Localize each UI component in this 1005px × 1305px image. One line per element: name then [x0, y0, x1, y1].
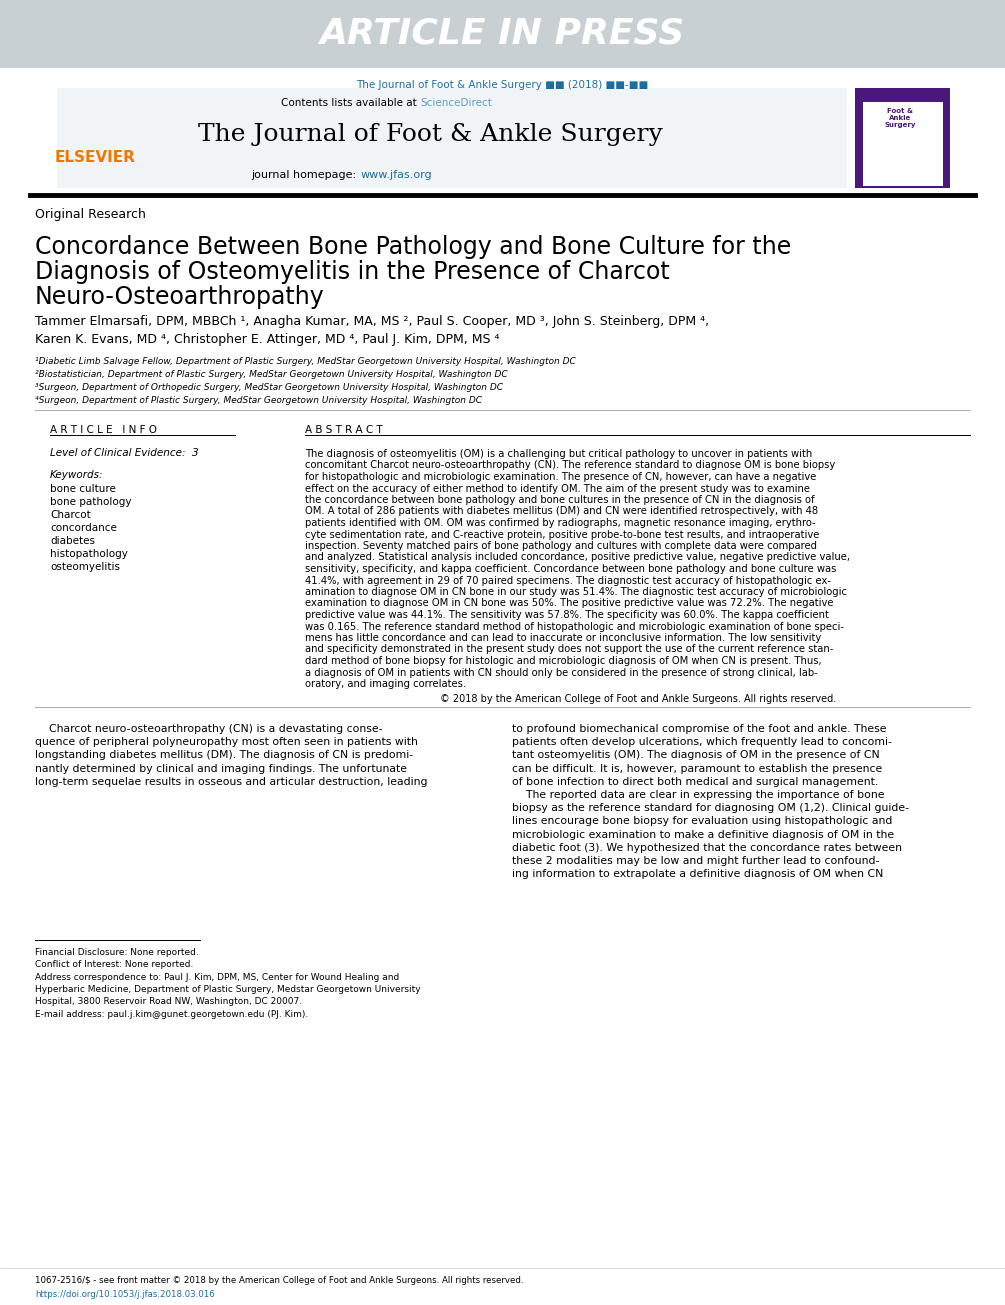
Text: was 0.165. The reference standard method of histopathologic and microbiologic ex: was 0.165. The reference standard method… — [305, 621, 844, 632]
Text: ¹Diabetic Limb Salvage Fellow, Department of Plastic Surgery, MedStar Georgetown: ¹Diabetic Limb Salvage Fellow, Departmen… — [35, 358, 576, 365]
Text: concomitant Charcot neuro-osteoarthropathy (CN). The reference standard to diagn: concomitant Charcot neuro-osteoarthropat… — [305, 461, 835, 471]
Text: biopsy as the reference standard for diagnosing OM (1,2). Clinical guide-: biopsy as the reference standard for dia… — [512, 803, 909, 813]
Text: microbiologic examination to make a definitive diagnosis of OM in the: microbiologic examination to make a defi… — [512, 830, 894, 839]
Text: Level of Clinical Evidence:  3: Level of Clinical Evidence: 3 — [50, 448, 199, 458]
Text: the concordance between bone pathology and bone cultures in the presence of CN i: the concordance between bone pathology a… — [305, 495, 815, 505]
Text: © 2018 by the American College of Foot and Ankle Surgeons. All rights reserved.: © 2018 by the American College of Foot a… — [440, 694, 836, 703]
Text: Conflict of Interest: None reported.: Conflict of Interest: None reported. — [35, 960, 193, 970]
FancyBboxPatch shape — [863, 102, 943, 187]
Text: ²Biostatistician, Department of Plastic Surgery, MedStar Georgetown University H: ²Biostatistician, Department of Plastic … — [35, 371, 508, 378]
Text: patients identified with OM. OM was confirmed by radiographs, magnetic resonance: patients identified with OM. OM was conf… — [305, 518, 816, 529]
Text: ARTICLE IN PRESS: ARTICLE IN PRESS — [320, 17, 684, 51]
Text: effect on the accuracy of either method to identify OM. The aim of the present s: effect on the accuracy of either method … — [305, 483, 810, 493]
Text: and specificity demonstrated in the present study does not support the use of th: and specificity demonstrated in the pres… — [305, 645, 833, 655]
Text: for histopathologic and microbiologic examination. The presence of CN, however, : for histopathologic and microbiologic ex… — [305, 472, 816, 482]
Text: bone pathology: bone pathology — [50, 497, 132, 508]
Text: 41.4%, with agreement in 29 of 70 paired specimens. The diagnostic test accuracy: 41.4%, with agreement in 29 of 70 paired… — [305, 576, 831, 586]
Text: and analyzed. Statistical analysis included concordance, positive predictive val: and analyzed. Statistical analysis inclu… — [305, 552, 850, 562]
Text: cyte sedimentation rate, and C-reactive protein, positive probe-to-bone test res: cyte sedimentation rate, and C-reactive … — [305, 530, 819, 539]
FancyBboxPatch shape — [57, 87, 847, 188]
Text: bone culture: bone culture — [50, 484, 116, 495]
Text: Hospital, 3800 Reservoir Road NW, Washington, DC 20007.: Hospital, 3800 Reservoir Road NW, Washin… — [35, 997, 303, 1006]
Text: sensitivity, specificity, and kappa coefficient. Concordance between bone pathol: sensitivity, specificity, and kappa coef… — [305, 564, 836, 574]
Text: The reported data are clear in expressing the importance of bone: The reported data are clear in expressin… — [512, 790, 884, 800]
Text: Address correspondence to: Paul J. Kim, DPM, MS, Center for Wound Healing and: Address correspondence to: Paul J. Kim, … — [35, 974, 399, 981]
Text: of bone infection to direct both medical and surgical management.: of bone infection to direct both medical… — [512, 776, 878, 787]
Text: Charcot: Charcot — [50, 510, 90, 519]
Text: Hyperbaric Medicine, Department of Plastic Surgery, Medstar Georgetown Universit: Hyperbaric Medicine, Department of Plast… — [35, 985, 421, 994]
Text: The Journal of Foot & Ankle Surgery ■■ (2018) ■■-■■: The Journal of Foot & Ankle Surgery ■■ (… — [356, 80, 648, 90]
Text: The diagnosis of osteomyelitis (OM) is a challenging but critical pathology to u: The diagnosis of osteomyelitis (OM) is a… — [305, 449, 812, 459]
Text: lines encourage bone biopsy for evaluation using histopathologic and: lines encourage bone biopsy for evaluati… — [512, 817, 892, 826]
Text: concordance: concordance — [50, 523, 117, 532]
Text: Tammer Elmarsafi, DPM, MBBCh ¹, Anagha Kumar, MA, MS ², Paul S. Cooper, MD ³, Jo: Tammer Elmarsafi, DPM, MBBCh ¹, Anagha K… — [35, 315, 710, 328]
Text: tant osteomyelitis (OM). The diagnosis of OM in the presence of CN: tant osteomyelitis (OM). The diagnosis o… — [512, 750, 879, 761]
FancyBboxPatch shape — [0, 0, 1005, 68]
Text: The Journal of Foot & Ankle Surgery: The Journal of Foot & Ankle Surgery — [198, 123, 662, 146]
Text: Financial Disclosure: None reported.: Financial Disclosure: None reported. — [35, 947, 199, 957]
Text: Contents lists available at: Contents lists available at — [281, 98, 420, 108]
Text: journal homepage:: journal homepage: — [251, 170, 360, 180]
Text: ³Surgeon, Department of Orthopedic Surgery, MedStar Georgetown University Hospit: ³Surgeon, Department of Orthopedic Surge… — [35, 382, 502, 391]
Text: diabetic foot (3). We hypothesized that the concordance rates between: diabetic foot (3). We hypothesized that … — [512, 843, 902, 852]
Text: can be difficult. It is, however, paramount to establish the presence: can be difficult. It is, however, paramo… — [512, 763, 882, 774]
Text: Charcot neuro-osteoarthropathy (CN) is a devastating conse-: Charcot neuro-osteoarthropathy (CN) is a… — [35, 724, 383, 733]
Text: to profound biomechanical compromise of the foot and ankle. These: to profound biomechanical compromise of … — [512, 724, 886, 733]
Text: Diagnosis of Osteomyelitis in the Presence of Charcot: Diagnosis of Osteomyelitis in the Presen… — [35, 260, 669, 284]
Text: examination to diagnose OM in CN bone was 50%. The positive predictive value was: examination to diagnose OM in CN bone wa… — [305, 599, 833, 608]
Text: patients often develop ulcerations, which frequently lead to concomi-: patients often develop ulcerations, whic… — [512, 737, 891, 748]
Text: A R T I C L E   I N F O: A R T I C L E I N F O — [50, 425, 157, 435]
FancyBboxPatch shape — [855, 87, 950, 188]
Text: OM. A total of 286 patients with diabetes mellitus (DM) and CN were identified r: OM. A total of 286 patients with diabete… — [305, 506, 818, 517]
Text: a diagnosis of OM in patients with CN should only be considered in the presence : a diagnosis of OM in patients with CN sh… — [305, 667, 818, 677]
Text: 1067-2516/$ - see front matter © 2018 by the American College of Foot and Ankle : 1067-2516/$ - see front matter © 2018 by… — [35, 1276, 524, 1285]
Text: these 2 modalities may be low and might further lead to confound-: these 2 modalities may be low and might … — [512, 856, 879, 867]
Text: diabetes: diabetes — [50, 536, 95, 545]
Text: Original Research: Original Research — [35, 207, 146, 221]
Text: Keywords:: Keywords: — [50, 470, 104, 480]
Text: ELSEVIER: ELSEVIER — [54, 150, 136, 164]
Text: ing information to extrapolate a definitive diagnosis of OM when CN: ing information to extrapolate a definit… — [512, 869, 883, 880]
Text: Neuro-Osteoarthropathy: Neuro-Osteoarthropathy — [35, 284, 325, 309]
Text: nantly determined by clinical and imaging findings. The unfortunate: nantly determined by clinical and imagin… — [35, 763, 407, 774]
Text: https://doi.org/10.1053/j.jfas.2018.03.016: https://doi.org/10.1053/j.jfas.2018.03.0… — [35, 1291, 215, 1298]
Text: amination to diagnose OM in CN bone in our study was 51.4%. The diagnostic test : amination to diagnose OM in CN bone in o… — [305, 587, 847, 596]
Text: longstanding diabetes mellitus (DM). The diagnosis of CN is predomi-: longstanding diabetes mellitus (DM). The… — [35, 750, 413, 761]
Text: dard method of bone biopsy for histologic and microbiologic diagnosis of OM when: dard method of bone biopsy for histologi… — [305, 656, 822, 666]
Text: histopathology: histopathology — [50, 549, 128, 559]
Text: mens has little concordance and can lead to inaccurate or inconclusive informati: mens has little concordance and can lead… — [305, 633, 821, 643]
Text: Concordance Between Bone Pathology and Bone Culture for the: Concordance Between Bone Pathology and B… — [35, 235, 791, 258]
Text: ⁴Surgeon, Department of Plastic Surgery, MedStar Georgetown University Hospital,: ⁴Surgeon, Department of Plastic Surgery,… — [35, 395, 482, 405]
Text: ScienceDirect: ScienceDirect — [420, 98, 491, 108]
Text: quence of peripheral polyneuropathy most often seen in patients with: quence of peripheral polyneuropathy most… — [35, 737, 418, 748]
Text: E-mail address: paul.j.kim@gunet.georgetown.edu (PJ. Kim).: E-mail address: paul.j.kim@gunet.georget… — [35, 1010, 309, 1019]
Text: osteomyelitis: osteomyelitis — [50, 562, 120, 572]
Text: Karen K. Evans, MD ⁴, Christopher E. Attinger, MD ⁴, Paul J. Kim, DPM, MS ⁴: Karen K. Evans, MD ⁴, Christopher E. Att… — [35, 333, 499, 346]
Text: Foot &
Ankle
Surgery: Foot & Ankle Surgery — [884, 108, 916, 128]
Text: long-term sequelae results in osseous and articular destruction, leading: long-term sequelae results in osseous an… — [35, 776, 427, 787]
Text: oratory, and imaging correlates.: oratory, and imaging correlates. — [305, 679, 466, 689]
Text: predictive value was 44.1%. The sensitivity was 57.8%. The specificity was 60.0%: predictive value was 44.1%. The sensitiv… — [305, 609, 829, 620]
Text: inspection. Seventy matched pairs of bone pathology and cultures with complete d: inspection. Seventy matched pairs of bon… — [305, 542, 817, 551]
Text: www.jfas.org: www.jfas.org — [361, 170, 432, 180]
Text: A B S T R A C T: A B S T R A C T — [305, 425, 383, 435]
